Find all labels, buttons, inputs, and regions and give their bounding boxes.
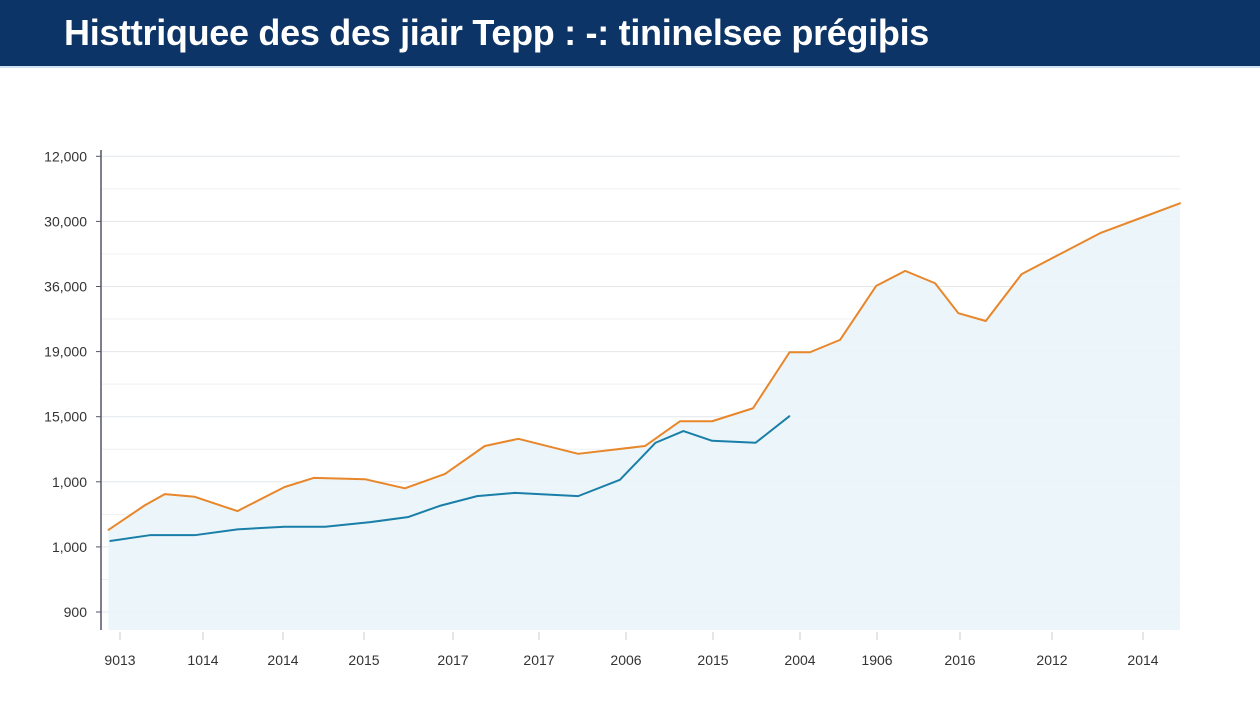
data-point — [193, 495, 196, 498]
data-point — [236, 528, 239, 531]
data-point — [404, 487, 406, 490]
data-point — [149, 534, 151, 536]
data-point — [839, 339, 841, 341]
data-point — [788, 351, 791, 354]
data-point — [109, 540, 111, 542]
x-tick-label: 1906 — [861, 652, 892, 668]
x-tick-label: 2006 — [610, 652, 641, 668]
data-point — [444, 473, 446, 475]
data-point — [754, 441, 757, 444]
data-point — [283, 486, 286, 488]
data-point — [324, 525, 326, 528]
data-point — [1099, 232, 1102, 234]
x-tick-label: 2017 — [523, 652, 554, 668]
data-point — [144, 504, 146, 507]
data-point — [312, 477, 315, 479]
y-tick-label: 1,000 — [52, 539, 87, 555]
data-point — [1020, 273, 1023, 275]
data-point — [644, 445, 646, 447]
data-point — [654, 441, 657, 444]
x-tick-label: 2017 — [437, 652, 468, 668]
data-point — [809, 351, 811, 354]
data-point — [875, 285, 878, 287]
data-point — [364, 478, 366, 480]
data-point — [476, 495, 478, 497]
data-point — [407, 516, 410, 518]
x-tick-label: 2014 — [1127, 652, 1158, 668]
chart-title: Histtriquee des des jiair Tepp : -: tini… — [64, 12, 930, 53]
y-tick-label: 900 — [64, 604, 88, 620]
x-tick-label: 2016 — [944, 652, 975, 668]
x-tick-label: 2015 — [348, 652, 379, 668]
x-tick-label: 2015 — [697, 652, 728, 668]
data-point — [1179, 202, 1182, 204]
data-point — [283, 525, 286, 528]
x-tick-label: 2014 — [267, 652, 298, 668]
data-point — [682, 430, 685, 432]
data-point — [517, 438, 520, 440]
y-tick-label: 30,000 — [44, 213, 87, 229]
data-point — [1059, 253, 1061, 255]
data-point — [107, 529, 110, 531]
data-point — [577, 495, 579, 497]
y-tick-label: 15,000 — [44, 409, 87, 425]
data-point — [788, 415, 791, 417]
data-point — [752, 407, 754, 410]
data-point — [711, 420, 713, 423]
x-tick-label: 2012 — [1036, 652, 1067, 668]
data-point — [236, 510, 239, 512]
data-point — [577, 453, 579, 455]
data-point — [957, 312, 960, 314]
data-point — [934, 282, 936, 285]
series-blue-line — [109, 415, 791, 543]
data-point — [619, 479, 621, 481]
data-point — [164, 493, 166, 495]
data-point — [679, 420, 681, 423]
y-tick-label: 19,000 — [44, 344, 87, 360]
title-bar: Histtriquee des des jiair Tepp : -: tini… — [0, 0, 1260, 68]
data-point — [369, 521, 372, 523]
area-fill — [108, 203, 1181, 630]
data-point — [984, 320, 987, 322]
data-point — [484, 445, 486, 447]
y-tick-label: 36,000 — [44, 279, 87, 295]
data-point — [514, 492, 516, 494]
data-point — [904, 270, 907, 272]
x-tick-label: 9013 — [104, 652, 135, 668]
x-tick-label: 1014 — [187, 652, 218, 668]
y-tick-label: 12,000 — [44, 148, 87, 164]
data-point — [438, 505, 441, 507]
data-point — [193, 534, 196, 536]
x-tick-label: 2004 — [784, 652, 815, 668]
y-tick-label: 1,000 — [52, 474, 87, 490]
data-point — [711, 439, 713, 442]
